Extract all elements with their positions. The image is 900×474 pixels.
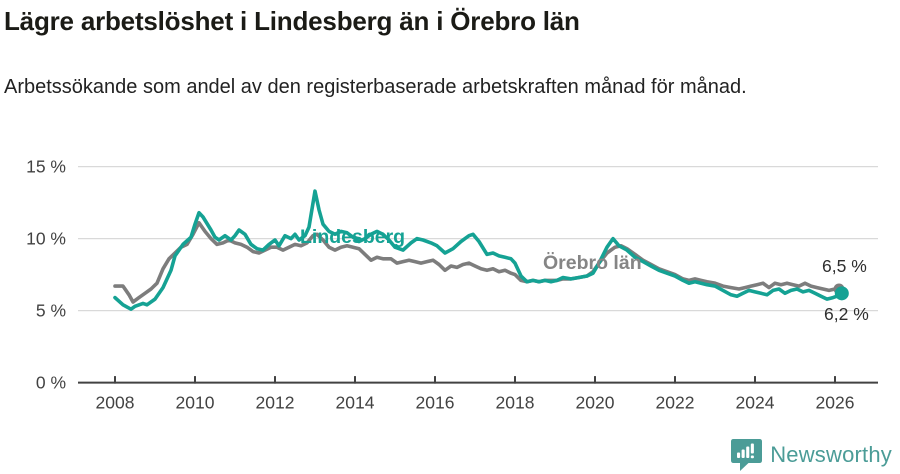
y-tick-label: 10 % (26, 229, 66, 249)
x-tick-label: 2026 (816, 393, 855, 413)
series-label-lindesberg: Lindesberg (300, 226, 405, 248)
series-line-lindesberg (113, 189, 844, 311)
x-tick-label: 2016 (416, 393, 455, 413)
final-value-label-lindesberg: 6,2 % (824, 304, 869, 324)
logo-bars (737, 443, 755, 459)
x-tick-label: 2014 (336, 393, 375, 413)
unemployment-line-chart: 0 % 5 % 10 % 15 % 2008 2010 2012 2014 2016 2018 20… (26, 157, 878, 413)
newsworthy-branding: Newsworthy (730, 438, 892, 472)
series-end-dot-lindesberg (834, 286, 849, 301)
x-tick-label: 2010 (176, 393, 215, 413)
chart-subtitle: Arbetssökande som andel av den registerb… (4, 76, 747, 98)
newsworthy-logo-icon (731, 439, 763, 471)
series-label-orebro-lan: Örebro län (543, 251, 642, 274)
x-tick-label: 2018 (496, 393, 535, 413)
y-tick-label: 15 % (26, 157, 66, 177)
x-tick-label: 2020 (576, 393, 615, 413)
x-tick-label: 2008 (96, 393, 135, 413)
y-tick-label: 0 % (36, 373, 66, 393)
newsworthy-wordmark: Newsworthy (770, 442, 892, 467)
x-tick-label: 2024 (736, 393, 775, 413)
y-tick-label: 5 % (36, 301, 66, 321)
x-tick-label: 2022 (656, 393, 695, 413)
x-tick-label: 2012 (256, 393, 295, 413)
chart-title: Lägre arbetslöshet i Lindesberg än i Öre… (4, 6, 580, 36)
final-value-label-orebro-lan: 6,5 % (822, 256, 867, 276)
